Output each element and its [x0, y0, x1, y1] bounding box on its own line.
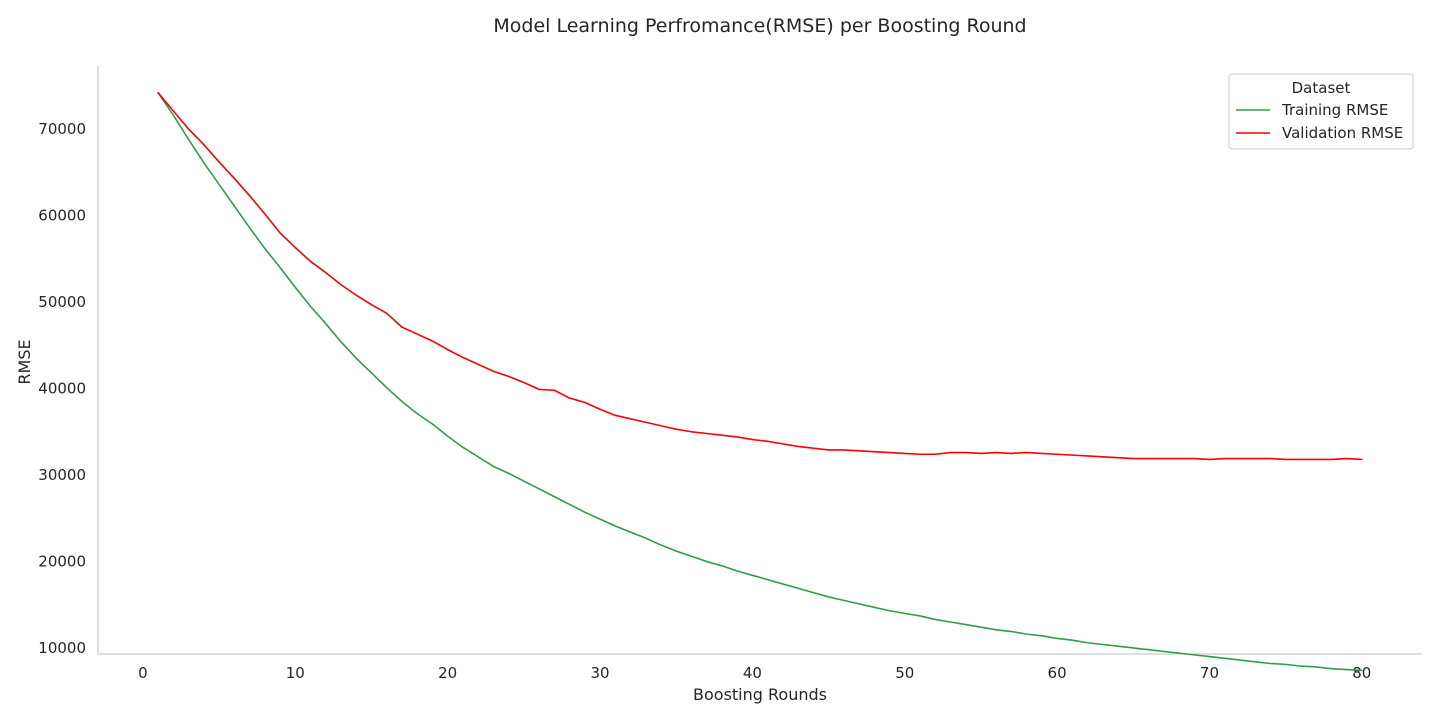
- x-tick-label: 40: [743, 664, 762, 682]
- y-tick-label: 10000: [38, 639, 86, 657]
- legend-label-validation-rmse: Validation RMSE: [1282, 124, 1403, 142]
- y-tick-label: 40000: [38, 380, 86, 398]
- series-line-training-rmse: [157, 92, 1363, 672]
- x-tick-label: 80: [1352, 664, 1371, 682]
- y-tick-label: 50000: [38, 293, 86, 311]
- x-tick-label: 0: [138, 664, 148, 682]
- y-axis-label: RMSE: [15, 339, 34, 384]
- x-tick-labels: 0 10 20 30 40 50 60 70 80: [138, 664, 1371, 682]
- x-tick-label: 70: [1200, 664, 1219, 682]
- legend-items: Training RMSE Validation RMSE: [1236, 101, 1403, 142]
- x-axis-label: Boosting Rounds: [693, 685, 827, 704]
- series-layer: [157, 92, 1363, 672]
- y-tick-label: 30000: [38, 466, 86, 484]
- y-tick-label: 60000: [38, 207, 86, 225]
- y-tick-label: 20000: [38, 552, 86, 570]
- series-line-validation-rmse: [157, 92, 1363, 461]
- y-tick-labels: 10000 20000 30000 40000 50000 60000 70000: [38, 120, 86, 657]
- x-tick-label: 50: [895, 664, 914, 682]
- x-tick-label: 20: [438, 664, 457, 682]
- legend-frame: [1228, 73, 1414, 150]
- chart-title: Model Learning Perfromance(RMSE) per Boo…: [493, 15, 1026, 37]
- x-tick-label: 10: [286, 664, 305, 682]
- legend-label-training-rmse: Training RMSE: [1281, 101, 1388, 119]
- legend: Dataset Training RMSE Validation RMSE: [1228, 73, 1414, 150]
- y-tick-label: 70000: [38, 120, 86, 138]
- x-tick-label: 60: [1048, 664, 1067, 682]
- legend-title: Dataset: [1292, 79, 1351, 97]
- x-tick-label: 30: [590, 664, 609, 682]
